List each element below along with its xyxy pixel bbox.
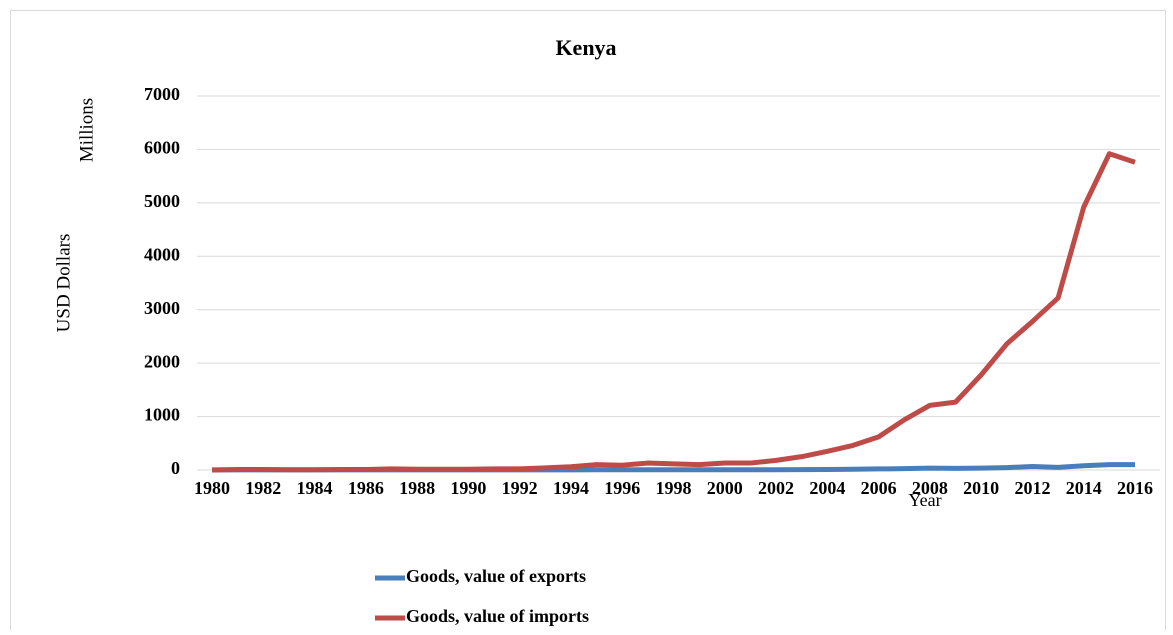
- x-tick-label: 2014: [1066, 478, 1102, 498]
- x-tick-label: 2016: [1117, 478, 1153, 498]
- x-tick-label: 2000: [707, 478, 743, 498]
- x-tick-label: 2004: [809, 478, 845, 498]
- x-tick-label: 1994: [553, 478, 589, 498]
- y-tick-label: 7000: [144, 84, 180, 104]
- chart-title: Kenya: [555, 35, 616, 60]
- legend-label: Goods, value of exports: [406, 566, 586, 586]
- y-axis-label: USD Dollars: [53, 234, 74, 333]
- x-tick-label: 1988: [399, 478, 435, 498]
- x-tick-label: 1980: [194, 478, 230, 498]
- x-tick-label: 2010: [963, 478, 999, 498]
- y-tick-label: 0: [171, 458, 180, 478]
- x-tick-label: 1996: [604, 478, 640, 498]
- x-tick-label: 1982: [245, 478, 281, 498]
- x-tick-label: 2012: [1014, 478, 1050, 498]
- x-axis-label: Year: [908, 490, 941, 510]
- x-tick-label: 1984: [297, 478, 333, 498]
- legend-label: Goods, value of imports: [406, 606, 589, 626]
- y-tick-label: 2000: [144, 351, 180, 371]
- chart-frame: [10, 10, 1166, 635]
- y-tick-label: 4000: [144, 244, 180, 264]
- x-tick-label: 2006: [861, 478, 897, 498]
- x-tick-label: 2008: [912, 478, 948, 498]
- data-line: [211, 151, 1136, 473]
- y-unit-label: Millions: [76, 98, 97, 162]
- y-tick-label: 1000: [144, 405, 180, 425]
- x-tick-label: 2002: [758, 478, 794, 498]
- x-tick-label: 1986: [348, 478, 384, 498]
- x-tick-label: 1992: [502, 478, 538, 498]
- y-tick-label: 5000: [144, 191, 180, 211]
- y-tick-label: 6000: [144, 138, 180, 158]
- y-tick-label: 3000: [144, 298, 180, 318]
- x-tick-label: 1990: [450, 478, 486, 498]
- x-tick-label: 1998: [656, 478, 692, 498]
